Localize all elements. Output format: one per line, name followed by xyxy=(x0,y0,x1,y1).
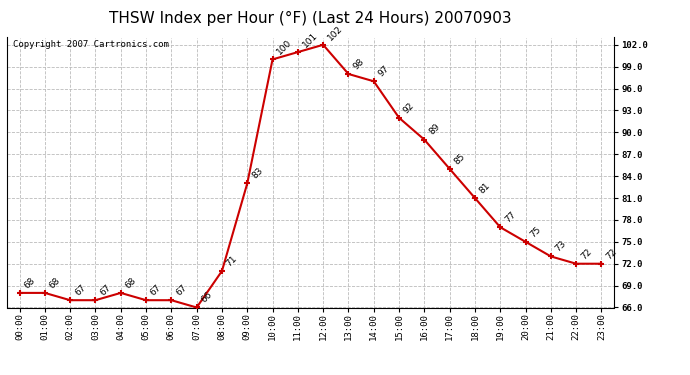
Text: 89: 89 xyxy=(427,122,442,137)
Text: 72: 72 xyxy=(604,246,619,261)
Text: 81: 81 xyxy=(477,181,492,195)
Text: Copyright 2007 Cartronics.com: Copyright 2007 Cartronics.com xyxy=(13,40,169,49)
Text: 98: 98 xyxy=(351,57,366,71)
Text: 68: 68 xyxy=(48,276,62,290)
Text: 85: 85 xyxy=(453,152,467,166)
Text: 73: 73 xyxy=(553,239,568,254)
Text: THSW Index per Hour (°F) (Last 24 Hours) 20070903: THSW Index per Hour (°F) (Last 24 Hours)… xyxy=(109,11,512,26)
Text: 83: 83 xyxy=(250,166,264,181)
Text: 97: 97 xyxy=(377,64,391,78)
Text: 75: 75 xyxy=(529,225,543,239)
Text: 67: 67 xyxy=(98,283,112,297)
Text: 67: 67 xyxy=(174,283,188,297)
Text: 77: 77 xyxy=(503,210,518,225)
Text: 68: 68 xyxy=(124,276,138,290)
Text: 71: 71 xyxy=(225,254,239,268)
Text: 67: 67 xyxy=(73,283,88,297)
Text: 66: 66 xyxy=(199,290,214,305)
Text: 92: 92 xyxy=(402,100,416,115)
Text: 102: 102 xyxy=(326,24,344,42)
Text: 100: 100 xyxy=(275,38,294,57)
Text: 67: 67 xyxy=(149,283,164,297)
Text: 101: 101 xyxy=(301,31,319,50)
Text: 68: 68 xyxy=(22,276,37,290)
Text: 72: 72 xyxy=(579,246,593,261)
